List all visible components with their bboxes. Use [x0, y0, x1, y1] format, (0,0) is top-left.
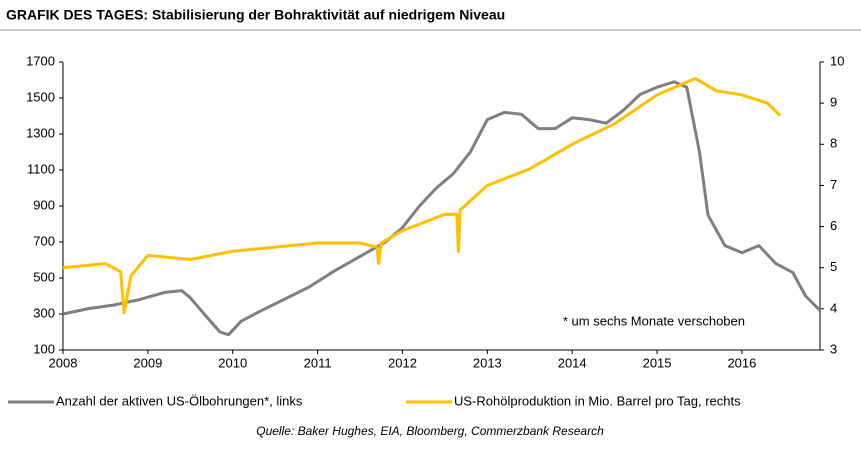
x-tick-label: 2009	[133, 355, 162, 370]
chart-title: GRAFIK DES TAGES: Stabilisierung der Boh…	[6, 7, 505, 23]
y-tick-label: 1300	[26, 125, 55, 140]
y-tick-label: 1700	[26, 53, 55, 68]
y-tick-label: 500	[33, 269, 55, 284]
series-line	[62, 80, 822, 337]
y2-tick-label: 6	[830, 218, 837, 233]
x-tick-label: 2015	[643, 355, 672, 370]
y2-tick-label: 4	[830, 300, 837, 315]
annotation: * um sechs Monate verschoben	[563, 313, 745, 328]
y-tick-label: 700	[33, 233, 55, 248]
x-tick-label: 2008	[49, 355, 78, 370]
y2-tick-label: 9	[830, 95, 837, 110]
y2-tick-label: 7	[830, 177, 837, 192]
y2-tick-label: 8	[830, 136, 837, 151]
x-tick-label: 2011	[304, 355, 332, 370]
x-tick-label: 2013	[473, 355, 502, 370]
source: Quelle: Baker Hughes, EIA, Bloomberg, Co…	[256, 424, 604, 438]
y-tick-label: 1100	[27, 161, 55, 176]
x-tick-label: 2014	[558, 355, 587, 370]
legend-label: US-Rohölproduktion in Mio. Barrel pro Ta…	[454, 393, 741, 408]
y2-tick-label: 5	[830, 259, 837, 274]
y2-tick-label: 3	[830, 341, 837, 356]
x-tick-label: 2012	[388, 355, 417, 370]
y-tick-label: 100	[33, 341, 55, 356]
y-tick-label: 300	[33, 305, 55, 320]
legend-label: Anzahl der aktiven US-Ölbohrungen*, link…	[56, 393, 303, 408]
y-tick-label: 1500	[26, 89, 55, 104]
x-tick-label: 2016	[727, 355, 756, 370]
y2-tick-label: 10	[830, 53, 844, 68]
y-tick-label: 900	[33, 197, 55, 212]
series-line	[62, 76, 782, 315]
x-tick-label: 2010	[218, 355, 247, 370]
